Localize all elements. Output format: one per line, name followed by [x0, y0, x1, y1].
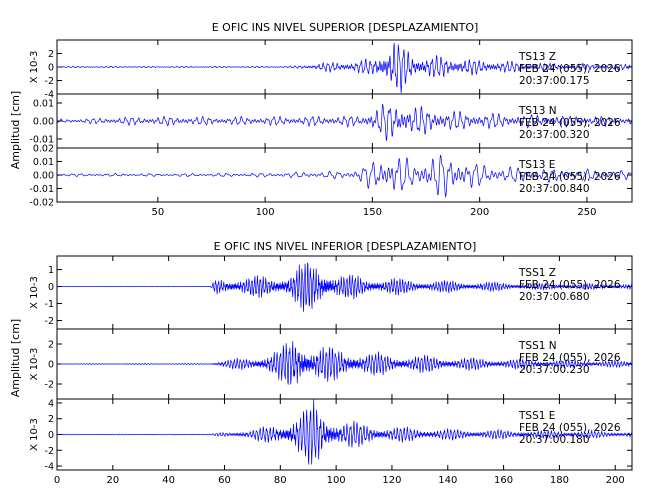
- upper-panel-z-ytick-label: 2: [48, 49, 54, 60]
- upper-panel-z-time-label: 20:37:00.175: [519, 75, 590, 87]
- lower-xtick-label: 40: [162, 475, 175, 486]
- upper-xtick-label: 50: [151, 207, 164, 218]
- upper-panel-z-scale-label: X 10-3: [29, 51, 40, 84]
- lower-panel-n-waveform: [56, 341, 633, 385]
- lower-xtick-label: 0: [54, 475, 60, 486]
- lower-panel-n-ytick-label: 2: [48, 340, 54, 351]
- upper-xtick-label: 150: [363, 207, 382, 218]
- lower-xtick-label: 60: [218, 475, 231, 486]
- upper-panel-e-waveform: [56, 155, 633, 199]
- lower-panel-e-scale-label: X 10-3: [29, 418, 40, 451]
- upper-panel-e-ytick-label: -0.01: [29, 184, 54, 195]
- upper-panel-z-date-label: FEB 24 (055), 2026: [519, 63, 621, 75]
- lower-panel-z-ytick-label: 1: [48, 265, 54, 276]
- upper-panel-n-time-label: 20:37:00.320: [519, 129, 590, 141]
- lower-xtick-label: 20: [106, 475, 119, 486]
- lower-panel-z-scale-label: X 10-3: [29, 276, 40, 309]
- lower-panel-z-time-label: 20:37:00.680: [519, 291, 590, 303]
- lower-xtick-label: 180: [550, 475, 569, 486]
- upper-panel-e-station-label: TS13 E: [518, 159, 555, 171]
- upper-panel-z-station-label: TS13 Z: [518, 51, 556, 63]
- upper-xtick-label: 100: [256, 207, 275, 218]
- lower-panel-z-ytick-label: 0: [48, 282, 54, 293]
- upper-chart-title: E OFIC INS NIVEL SUPERIOR [DESPLAZAMIENT…: [212, 21, 479, 34]
- upper-panel-n-ytick-label: 0.01: [33, 99, 54, 110]
- upper-amplitude-label: Amplitud [cm]: [9, 91, 22, 169]
- lower-panel-e-ytick-label: 0: [48, 430, 54, 441]
- upper-panel-n-waveform: [56, 103, 633, 141]
- upper-xtick-label: 250: [577, 207, 596, 218]
- lower-xtick-label: 100: [327, 475, 346, 486]
- upper-panel-n-ytick-label: -0.01: [29, 135, 54, 146]
- lower-panel-z-date-label: FEB 24 (055), 2026: [519, 279, 621, 291]
- lower-xtick-label: 160: [494, 475, 513, 486]
- lower-panel-e-station-label: TSS1 E: [518, 410, 555, 422]
- upper-panel-e-ytick-label: 0.00: [33, 171, 54, 182]
- lower-panel-e-waveform: [56, 399, 633, 465]
- lower-panel-e-ytick-label: 4: [48, 398, 54, 409]
- upper-panel-z-waveform: [56, 42, 633, 94]
- lower-panel-n-station-label: TSS1 N: [518, 340, 557, 352]
- upper-panel-e-ytick-label: 0.02: [33, 144, 54, 155]
- lower-panel-e-time-label: 20:37:00.180: [519, 434, 590, 446]
- upper-panel-n-date-label: FEB 24 (055), 2026: [519, 117, 621, 129]
- lower-panel-n-ytick-label: -2: [45, 380, 54, 391]
- lower-panel-z-ytick-label: -1: [45, 299, 54, 310]
- lower-panel-n-time-label: 20:37:00.230: [519, 364, 590, 376]
- lower-xtick-label: 120: [382, 475, 401, 486]
- lower-panel-e-ytick-label: 2: [48, 414, 54, 425]
- lower-panel-e-ytick-label: -2: [45, 446, 54, 457]
- lower-panel-e-date-label: FEB 24 (055), 2026: [519, 422, 621, 434]
- lower-panel-z-ytick-label: -2: [45, 316, 54, 327]
- upper-panel-e-ytick-label: 0.01: [33, 157, 54, 168]
- upper-panel-z-ytick-label: 0: [48, 63, 54, 74]
- upper-panel-z-ytick-label: -2: [45, 76, 54, 87]
- upper-panel-e-ytick-label: -0.02: [29, 198, 54, 209]
- upper-chart-group: E OFIC INS NIVEL SUPERIOR [DESPLAZAMIENT…: [9, 21, 633, 218]
- lower-panel-z-waveform: [56, 262, 633, 312]
- upper-panel-n-station-label: TS13 N: [518, 105, 557, 117]
- lower-amplitude-label: Amplitud [cm]: [9, 319, 22, 397]
- lower-chart-group: E OFIC INS NIVEL INFERIOR [DESPLAZAMIENT…: [9, 240, 633, 486]
- upper-xtick-label: 200: [470, 207, 489, 218]
- lower-panel-n-date-label: FEB 24 (055), 2026: [519, 352, 621, 364]
- lower-panel-n-scale-label: X 10-3: [29, 348, 40, 381]
- upper-panel-e-date-label: FEB 24 (055), 2026: [519, 171, 621, 183]
- lower-chart-title: E OFIC INS NIVEL INFERIOR [DESPLAZAMIENT…: [214, 240, 477, 253]
- lower-xtick-label: 140: [438, 475, 457, 486]
- upper-panel-n-ytick-label: 0.00: [33, 117, 54, 128]
- lower-panel-n-ytick-label: 0: [48, 360, 54, 371]
- lower-panel-e-ytick-label: -4: [45, 462, 54, 473]
- lower-xtick-label: 80: [274, 475, 287, 486]
- lower-panel-z-station-label: TSS1 Z: [518, 267, 556, 279]
- upper-panel-e-time-label: 20:37:00.840: [519, 183, 590, 195]
- upper-panel-z-ytick-label: -4: [45, 90, 54, 101]
- lower-xtick-label: 200: [606, 475, 625, 486]
